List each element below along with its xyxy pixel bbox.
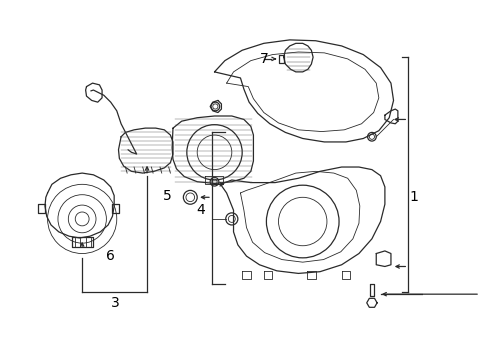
Text: 1: 1 <box>409 190 418 204</box>
Text: 5: 5 <box>163 189 172 203</box>
Text: 4: 4 <box>196 203 204 217</box>
Text: 3: 3 <box>110 296 119 310</box>
Text: 7: 7 <box>259 52 267 66</box>
Text: 6: 6 <box>106 249 115 263</box>
